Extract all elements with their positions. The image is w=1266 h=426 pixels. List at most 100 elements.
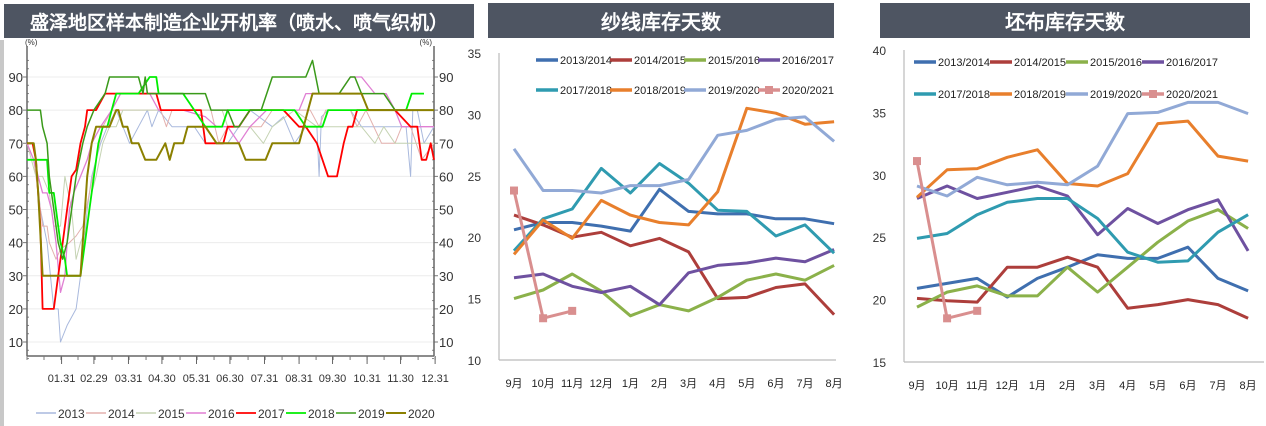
legend-label-2017/2018: 2017/2018 — [938, 89, 990, 101]
y-tick-label: 10 — [468, 354, 482, 368]
series-line-2013/2014 — [513, 187, 835, 233]
series-line-2017/2018 — [512, 162, 836, 255]
x-tick-label: 09.30 — [319, 373, 347, 385]
x-tick-label: 02.29 — [80, 373, 108, 385]
legend-label-2019/2020: 2019/2020 — [1090, 89, 1142, 101]
x-tick-label: 10月 — [935, 380, 958, 392]
series-line-2018/2019 — [512, 106, 835, 256]
x-tick-label: 6月 — [1179, 380, 1196, 392]
run-rate-panel: 盛泽地区样本制造企业开机率（喷水、喷气织机） 10 10 20 20 30 30 40 40 5… — [0, 0, 482, 426]
x-tick-label: 07.31 — [251, 373, 279, 385]
y-tick-label-left: 40 — [9, 236, 23, 251]
x-tick-label: 12月 — [996, 380, 1019, 392]
x-tick-label: 11.30 — [387, 373, 414, 385]
y-tick-label-right: 40 — [439, 236, 453, 251]
legend-label-2013/2014: 2013/2014 — [938, 57, 990, 69]
yarn-inventory-chart: 10 15 20 25 30 35 9月 10月 11月 12月 1月 2月 3月 4月 5月 6月 7月 8月 2… — [468, 47, 843, 390]
series-line-2015/2016 — [513, 264, 835, 318]
series-line-2016/2017 — [916, 184, 1250, 252]
series-line-2018/2019 — [915, 119, 1249, 199]
x-tick-label: 10月 — [531, 378, 554, 390]
data-marker-2020/2021 — [568, 306, 577, 315]
y-tick-label-right: 20 — [439, 302, 453, 317]
series-line-2020/2021 — [512, 190, 573, 320]
y-tick-label-right: 90 — [439, 70, 453, 85]
y-tick-label-left: 50 — [9, 203, 23, 218]
legend-marker-2020/2021 — [1149, 90, 1157, 98]
series-line-2015 — [26, 109, 434, 260]
y-tick-label-left: 70 — [9, 136, 23, 151]
series-line-2014/2015 — [513, 213, 836, 316]
x-tick-label: 06.30 — [216, 373, 244, 385]
x-tick-label: 01.31 — [48, 373, 76, 385]
x-tick-label: 11月 — [561, 378, 583, 390]
y-tick-label: 35 — [873, 106, 887, 120]
legend-label-2014/2015: 2014/2015 — [634, 55, 686, 67]
legend-label-2013/2014: 2013/2014 — [560, 55, 612, 67]
legend-label-2017/2018: 2017/2018 — [560, 85, 612, 97]
x-tick-label: 4月 — [1119, 380, 1136, 392]
legend-label-2016/2017: 2016/2017 — [1166, 57, 1218, 69]
legend-label-2020: 2020 — [408, 407, 435, 421]
run-rate-chart-title: 盛泽地区样本制造企业开机率（喷水、喷气织机） — [4, 4, 474, 38]
y-tick-label-right: 30 — [439, 269, 453, 284]
legend-label-2014: 2014 — [108, 407, 135, 421]
y-tick-label-left: 60 — [9, 169, 23, 184]
y-tick-label: 30 — [468, 108, 482, 122]
yarn-inventory-chart-title: 纱线库存天数 — [488, 3, 834, 38]
y-tick-label-left: 10 — [9, 335, 23, 350]
legend-label-2020/2021: 2020/2021 — [1166, 89, 1218, 101]
legend-label-2015: 2015 — [158, 407, 185, 421]
y-tick-label: 15 — [873, 356, 887, 370]
series-line-2019/2020 — [916, 100, 1249, 198]
series-line-2019 — [27, 59, 434, 260]
y-tick-label: 20 — [468, 231, 482, 245]
x-tick-label: 1月 — [1029, 380, 1046, 392]
x-tick-label: 12月 — [590, 378, 613, 390]
x-tick-label: 11月 — [966, 380, 988, 392]
x-tick-label: 7月 — [1209, 380, 1226, 392]
y-tick-label-right: 70 — [439, 136, 453, 151]
data-marker-2020/2021 — [539, 314, 548, 323]
y-tick-label: 20 — [873, 294, 887, 308]
greige-inventory-chart: 15 20 25 30 35 40 9月 10月 11月 12月 1月 2月 3月 4月 5月 6月 7月 8月 2… — [873, 44, 1264, 392]
series-line-2019/2020 — [512, 115, 836, 195]
legend-label-2014/2015: 2014/2015 — [1014, 57, 1066, 69]
data-marker-2020/2021 — [973, 306, 982, 315]
x-tick-label: 08.31 — [285, 373, 313, 385]
x-tick-label: 2月 — [651, 378, 668, 390]
legend-label-2015/2016: 2015/2016 — [1090, 57, 1142, 69]
greige-inventory-chart-title: 坯布库存天数 — [880, 3, 1250, 38]
series-line-2013 — [27, 109, 435, 343]
legend-marker-2020/2021 — [765, 86, 773, 94]
data-marker-2020/2021 — [943, 314, 952, 323]
legend-label-2013: 2013 — [58, 407, 85, 421]
x-tick-label: 4月 — [709, 378, 726, 390]
yarn-inventory-panel: 纱线库存天数 10 15 20 25 30 35 9月 10月 11月 12月 1月 2月 3月 4月 5月… — [468, 0, 866, 426]
series-line-2013/2014 — [916, 245, 1249, 299]
x-tick-label: 9月 — [908, 380, 925, 392]
y-tick-label-left: 30 — [9, 269, 23, 284]
series-line-2014/2015 — [916, 255, 1249, 320]
legend-label-2015/2016: 2015/2016 — [708, 55, 760, 67]
y-tick-label: 40 — [873, 44, 887, 58]
series-line-2017/2018 — [916, 197, 1249, 264]
x-tick-label: 8月 — [1240, 380, 1257, 392]
data-marker-2020/2021 — [510, 186, 518, 195]
legend-label-2017: 2017 — [258, 407, 285, 421]
legend-label-2018: 2018 — [308, 407, 335, 421]
y-tick-label-right: 80 — [439, 103, 453, 118]
x-tick-label: 3月 — [1089, 380, 1106, 392]
series-line-2020 — [27, 92, 434, 277]
y-tick-label-right: 60 — [439, 169, 453, 184]
y-tick-label-left: 20 — [9, 302, 23, 317]
x-tick-label: 10.31 — [353, 373, 381, 385]
series-line-2014 — [26, 109, 435, 260]
panel-left-border — [0, 40, 4, 426]
legend-label-2019/2020: 2019/2020 — [708, 85, 760, 97]
y-tick-label-right: 10 — [439, 335, 453, 350]
y-tick-label-right: 50 — [439, 203, 453, 218]
x-tick-label: 1月 — [622, 378, 639, 390]
x-tick-label: 04.30 — [148, 373, 176, 385]
x-tick-label: 7月 — [796, 378, 813, 390]
